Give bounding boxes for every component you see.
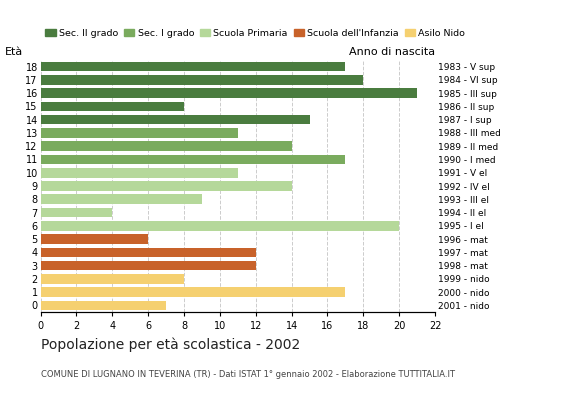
- Bar: [41, 168, 238, 178]
- Bar: [41, 234, 148, 244]
- Text: Età: Età: [5, 48, 23, 58]
- Bar: [41, 261, 256, 270]
- Bar: [41, 128, 238, 138]
- Bar: [41, 274, 184, 284]
- Bar: [41, 115, 310, 124]
- Bar: [41, 287, 345, 297]
- Bar: [41, 102, 184, 111]
- Legend: Sec. II grado, Sec. I grado, Scuola Primaria, Scuola dell'Infanzia, Asilo Nido: Sec. II grado, Sec. I grado, Scuola Prim…: [45, 29, 465, 38]
- Bar: [41, 155, 345, 164]
- Bar: [41, 88, 417, 98]
- Bar: [41, 194, 202, 204]
- Bar: [41, 181, 292, 191]
- Bar: [41, 208, 113, 217]
- Bar: [41, 142, 292, 151]
- Text: Anno di nascita: Anno di nascita: [349, 48, 435, 58]
- Bar: [41, 248, 256, 257]
- Bar: [41, 300, 166, 310]
- Text: Popolazione per età scolastica - 2002: Popolazione per età scolastica - 2002: [41, 338, 300, 352]
- Bar: [41, 62, 345, 72]
- Text: COMUNE DI LUGNANO IN TEVERINA (TR) - Dati ISTAT 1° gennaio 2002 - Elaborazione T: COMUNE DI LUGNANO IN TEVERINA (TR) - Dat…: [41, 370, 455, 379]
- Bar: [41, 75, 363, 85]
- Bar: [41, 221, 399, 230]
